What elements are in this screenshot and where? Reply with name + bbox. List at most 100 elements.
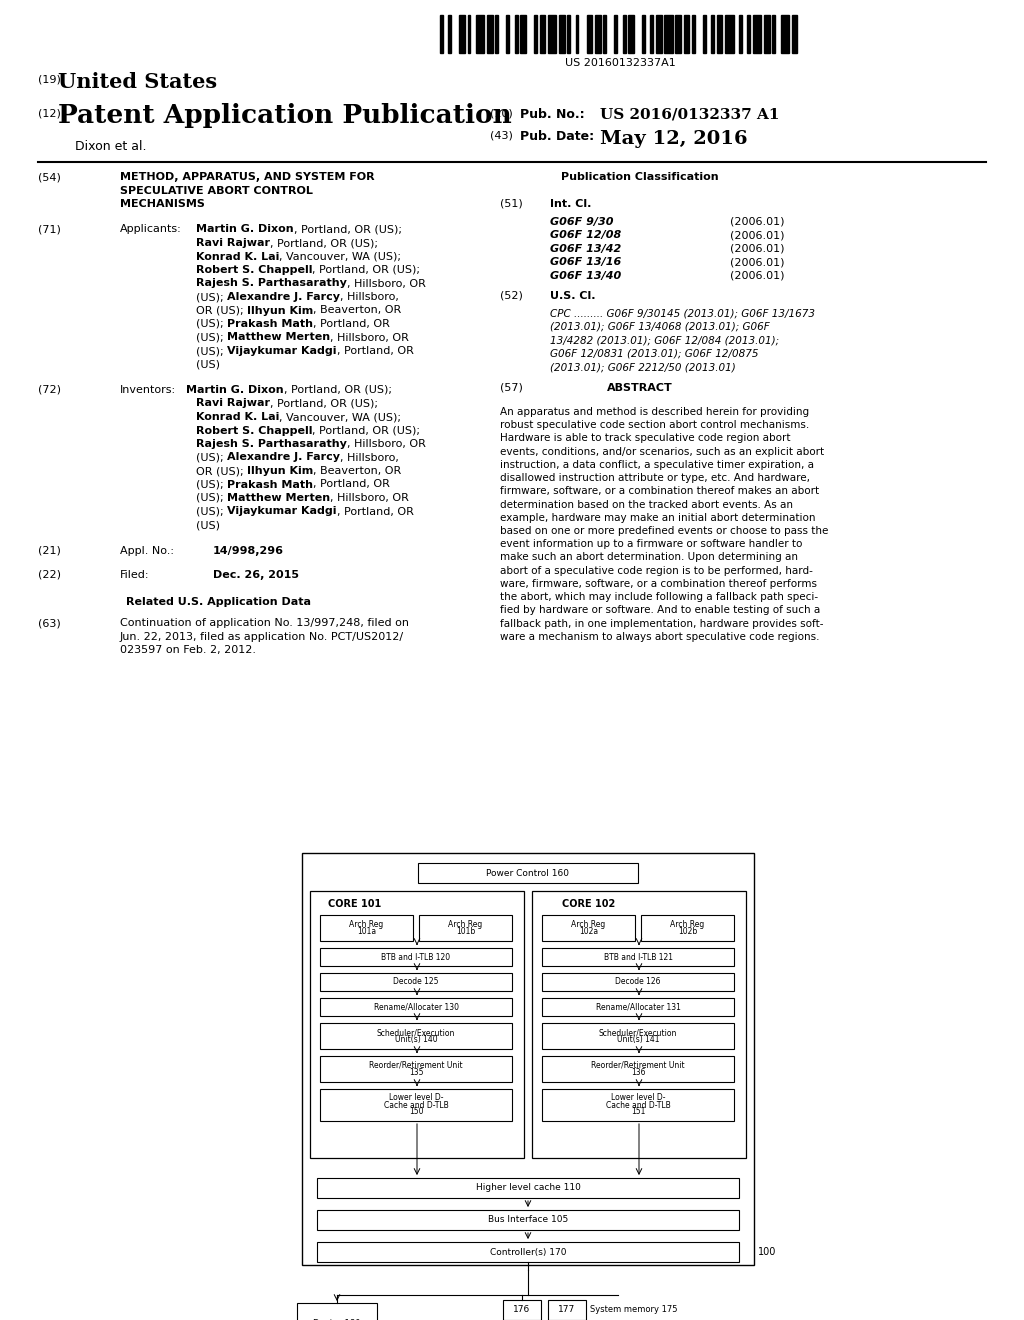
Text: Unit(s) 140: Unit(s) 140 [394,1035,437,1044]
Text: CPC ......... G06F 9/30145 (2013.01); G06F 13/1673: CPC ......... G06F 9/30145 (2013.01); G0… [550,309,815,318]
Bar [587,15,592,53]
Bar [487,15,493,53]
Text: Dec. 26, 2015: Dec. 26, 2015 [213,570,299,579]
Bar [468,15,470,53]
Text: Ravi Rajwar: Ravi Rajwar [196,238,270,248]
Text: Higher level cache 110: Higher level cache 110 [475,1184,581,1192]
Bar [540,15,545,53]
Text: Scheduler/Execution: Scheduler/Execution [377,1028,456,1038]
Text: Related U.S. Application Data: Related U.S. Application Data [126,597,310,607]
Text: , Portland, OR (US);: , Portland, OR (US); [270,399,378,408]
Bar [764,15,770,53]
Bar [656,15,662,53]
Text: 136: 136 [631,1068,645,1077]
Bar [460,15,465,53]
Text: fied by hardware or software. And to enable testing of such a: fied by hardware or software. And to ena… [500,606,820,615]
Text: 177: 177 [558,1305,575,1315]
Text: Cache and D-TLB: Cache and D-TLB [605,1101,671,1110]
Text: (US);: (US); [196,453,227,462]
Text: (2013.01); G06F 13/4068 (2013.01); G06F: (2013.01); G06F 13/4068 (2013.01); G06F [550,322,770,331]
Bar [319,1023,512,1049]
Bar [319,998,512,1016]
Text: , Portland, OR (US);: , Portland, OR (US); [284,385,391,395]
Text: abort of a speculative code region is to be performed, hard-: abort of a speculative code region is to… [500,566,813,576]
Text: Reorder/Retirement Unit: Reorder/Retirement Unit [370,1061,463,1071]
Text: (2006.01): (2006.01) [730,257,784,267]
Text: (2006.01): (2006.01) [730,271,784,281]
Text: Prakash Math: Prakash Math [227,319,313,329]
Text: Hardware is able to track speculative code region abort: Hardware is able to track speculative co… [500,433,791,444]
Text: Rajesh S. Parthasarathy: Rajesh S. Parthasarathy [196,440,347,449]
Text: make such an abort determination. Upon determining an: make such an abort determination. Upon d… [500,553,798,562]
Text: , Hillsboro, OR: , Hillsboro, OR [331,333,410,342]
Bar [535,15,537,53]
Text: Pub. No.:: Pub. No.: [520,108,585,121]
Text: Konrad K. Lai: Konrad K. Lai [196,252,280,261]
Text: (57): (57) [500,383,523,392]
Bar [302,853,754,1265]
Text: (71): (71) [38,224,60,235]
Text: , Portland, OR (US);: , Portland, OR (US); [270,238,378,248]
Text: , Portland, OR (US);: , Portland, OR (US); [312,425,421,436]
Text: (10): (10) [490,108,513,117]
Text: Vijaykumar Kadgi: Vijaykumar Kadgi [227,507,337,516]
Text: event information up to a firmware or software handler to: event information up to a firmware or so… [500,539,803,549]
Text: G06F 13/40: G06F 13/40 [550,271,622,281]
Text: (21): (21) [38,545,60,556]
Text: Device 180: Device 180 [313,1319,360,1320]
Bar [476,15,484,53]
Bar [629,15,634,53]
Text: (51): (51) [500,199,522,209]
Bar [641,915,734,941]
Bar [503,1300,541,1320]
Bar [603,15,606,53]
Text: , Beaverton, OR: , Beaverton, OR [313,305,401,315]
Text: 150: 150 [409,1107,423,1117]
Text: Filed:: Filed: [120,570,150,579]
Bar [739,15,741,53]
Bar [548,1300,586,1320]
Text: Lower level D-: Lower level D- [389,1093,443,1102]
Bar [317,1177,739,1199]
Text: METHOD, APPARATUS, AND SYSTEM FOR: METHOD, APPARATUS, AND SYSTEM FOR [120,172,375,182]
Text: Cache and D-TLB: Cache and D-TLB [384,1101,449,1110]
Text: (19): (19) [38,75,60,84]
Text: (2006.01): (2006.01) [730,244,784,253]
Text: , Beaverton, OR: , Beaverton, OR [313,466,401,477]
Text: U.S. Cl.: U.S. Cl. [550,290,596,301]
Text: Reorder/Retirement Unit: Reorder/Retirement Unit [591,1061,685,1071]
Text: Appl. No.:: Appl. No.: [120,545,174,556]
Text: Power Control 160: Power Control 160 [486,869,569,878]
Text: (52): (52) [500,290,523,301]
Text: Arch Reg: Arch Reg [449,920,482,929]
Bar [319,948,512,966]
Text: disallowed instruction attribute or type, etc. And hardware,: disallowed instruction attribute or type… [500,473,810,483]
Bar [559,15,564,53]
Bar [532,891,746,1158]
Bar [507,15,509,53]
Text: US 2016/0132337 A1: US 2016/0132337 A1 [600,108,779,121]
Text: Pub. Date:: Pub. Date: [520,129,594,143]
Bar [542,915,635,941]
Text: Applicants:: Applicants: [120,224,181,235]
Text: (US);: (US); [196,333,227,342]
Bar [692,15,694,53]
Text: (72): (72) [38,385,61,395]
Text: Decode 126: Decode 126 [615,978,660,986]
Text: OR (US);: OR (US); [196,305,247,315]
Bar [319,1056,512,1082]
Text: determination based on the tracked abort events. As an: determination based on the tracked abort… [500,499,793,510]
Text: (22): (22) [38,570,61,579]
Text: (US);: (US); [196,346,227,356]
Text: US 20160132337A1: US 20160132337A1 [564,58,676,69]
Bar [496,15,498,53]
Text: SPECULATIVE ABORT CONTROL: SPECULATIVE ABORT CONTROL [120,186,313,195]
Text: CORE 101: CORE 101 [328,899,381,909]
Text: the abort, which may include following a fallback path speci-: the abort, which may include following a… [500,593,818,602]
Text: (63): (63) [38,618,60,628]
Bar [520,15,526,53]
Text: Bus Interface 105: Bus Interface 105 [487,1216,568,1225]
Text: (43): (43) [490,129,513,140]
Bar [542,1089,734,1121]
Text: United States: United States [58,73,217,92]
